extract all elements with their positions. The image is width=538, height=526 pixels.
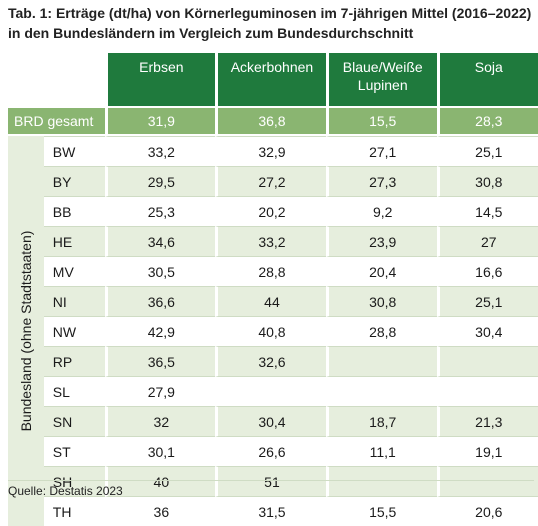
row-label: SH — [43, 466, 105, 496]
table-cell — [325, 376, 437, 406]
table-cell: 27,1 — [325, 136, 437, 166]
table-cell: 20,2 — [215, 196, 326, 226]
table-cell: 36,5 — [104, 346, 216, 376]
table-cell: 30,4 — [436, 316, 538, 346]
table-row: TH 36 31,5 15,5 20,6 — [8, 496, 538, 526]
table-row: ST 30,1 26,6 11,1 19,1 — [8, 436, 538, 466]
table-cell: 28,8 — [325, 316, 437, 346]
table-cell: 30,8 — [325, 286, 437, 316]
table-cell: 40 — [104, 466, 216, 496]
table-cell: 15,5 — [325, 496, 437, 526]
table-cell: 14,5 — [436, 196, 538, 226]
table-cell — [325, 466, 437, 496]
table-cell: 34,6 — [104, 226, 216, 256]
table-cell: 31,5 — [215, 496, 326, 526]
table-cell: 30,5 — [104, 256, 216, 286]
row-label: BB — [43, 196, 105, 226]
table-cell: 51 — [215, 466, 326, 496]
column-header-ackerbohnen: Ackerbohnen — [215, 53, 326, 106]
brd-total-row: BRD gesamt 31,9 36,8 15,5 28,3 — [8, 108, 538, 134]
table-cell: 27,3 — [325, 166, 437, 196]
table-row: RP 36,5 32,6 — [8, 346, 538, 376]
table-cell: 28,8 — [215, 256, 326, 286]
column-header-lupinen: Blaue/Weiße Lupinen — [325, 53, 437, 106]
table-cell: 36 — [104, 496, 216, 526]
table-row: SL 27,9 — [8, 376, 538, 406]
table-cell: 18,7 — [325, 406, 437, 436]
table-cell: 40,8 — [215, 316, 326, 346]
table-cell: 9,2 — [325, 196, 437, 226]
table-cell: 25,1 — [436, 286, 538, 316]
row-label: BW — [43, 136, 105, 166]
brd-value-lupinen: 15,5 — [325, 108, 437, 134]
table-cell: 44 — [215, 286, 326, 316]
header-corner — [8, 53, 105, 106]
table-row: Bundesland (ohne Stadtstaaten) BW 33,2 32,9… — [8, 136, 538, 526]
source-note: Quelle: Destatis 2023 — [8, 484, 123, 498]
table-cell: 29,5 — [104, 166, 216, 196]
brd-value-erbsen: 31,9 — [104, 108, 216, 134]
table-cell — [325, 346, 437, 376]
table-row: MV 30,5 28,8 20,4 16,6 — [8, 256, 538, 286]
row-label: HE — [43, 226, 105, 256]
table-row: BY 29,5 27,2 27,3 30,8 — [8, 166, 538, 196]
row-label: MV — [43, 256, 105, 286]
row-label: TH — [43, 496, 105, 526]
table-cell: 20,6 — [436, 496, 538, 526]
table-cell: 32,6 — [215, 346, 326, 376]
table-row: SN 32 30,4 18,7 21,3 — [8, 406, 538, 436]
table-cell — [436, 466, 538, 496]
side-label-cell: Bundesland (ohne Stadtstaaten) — [8, 136, 44, 526]
side-label: Bundesland (ohne Stadtstaaten) — [17, 230, 34, 432]
table-cell: 26,6 — [215, 436, 326, 466]
table-cell: 23,9 — [325, 226, 437, 256]
table-row: NI 36,6 44 30,8 25,1 — [8, 286, 538, 316]
table-cell: 27 — [436, 226, 538, 256]
column-header-erbsen: Erbsen — [104, 53, 216, 106]
table-cell: 11,1 — [325, 436, 437, 466]
table-cell — [215, 376, 326, 406]
row-label: BY — [43, 166, 105, 196]
table-bottom-rule — [8, 480, 534, 481]
row-label: SL — [43, 376, 105, 406]
table-body: BRD gesamt 31,9 36,8 15,5 28,3 Bundeslan… — [8, 106, 538, 526]
brd-value-ackerbohnen: 36,8 — [215, 108, 326, 134]
table-cell: 33,2 — [104, 136, 216, 166]
row-label: RP — [43, 346, 105, 376]
table-title: Tab. 1: Erträge (dt/ha) von Körnerlegumi… — [8, 5, 532, 41]
table-cell: 20,4 — [325, 256, 437, 286]
table-cell: 25,1 — [436, 136, 538, 166]
table-cell: 27,2 — [215, 166, 326, 196]
table-cell: 27,9 — [104, 376, 216, 406]
header-row: Erbsen Ackerbohnen Blaue/Weiße Lupinen S… — [8, 53, 538, 106]
yield-table: Erbsen Ackerbohnen Blaue/Weiße Lupinen S… — [8, 53, 538, 526]
table-cell: 25,3 — [104, 196, 216, 226]
table-cell — [436, 346, 538, 376]
table-cell: 21,3 — [436, 406, 538, 436]
row-label-brd: BRD gesamt — [8, 108, 105, 134]
table-cell: 30,4 — [215, 406, 326, 436]
table-cell: 32 — [104, 406, 216, 436]
column-header-soja: Soja — [436, 53, 538, 106]
table-row: HE 34,6 33,2 23,9 27 — [8, 226, 538, 256]
table-cell: 36,6 — [104, 286, 216, 316]
row-label: SN — [43, 406, 105, 436]
row-label: NW — [43, 316, 105, 346]
table-cell: 42,9 — [104, 316, 216, 346]
table-cell — [436, 376, 538, 406]
table-row: NW 42,9 40,8 28,8 30,4 — [8, 316, 538, 346]
brd-value-soja: 28,3 — [436, 108, 538, 134]
table-row: SH 40 51 — [8, 466, 538, 496]
table-cell: 30,8 — [436, 166, 538, 196]
table-cell: 33,2 — [215, 226, 326, 256]
row-label: ST — [43, 436, 105, 466]
table-cell: 32,9 — [215, 136, 326, 166]
table-row: BB 25,3 20,2 9,2 14,5 — [8, 196, 538, 226]
table-cell: 16,6 — [436, 256, 538, 286]
row-label: NI — [43, 286, 105, 316]
table-cell: 19,1 — [436, 436, 538, 466]
table-cell: 30,1 — [104, 436, 216, 466]
